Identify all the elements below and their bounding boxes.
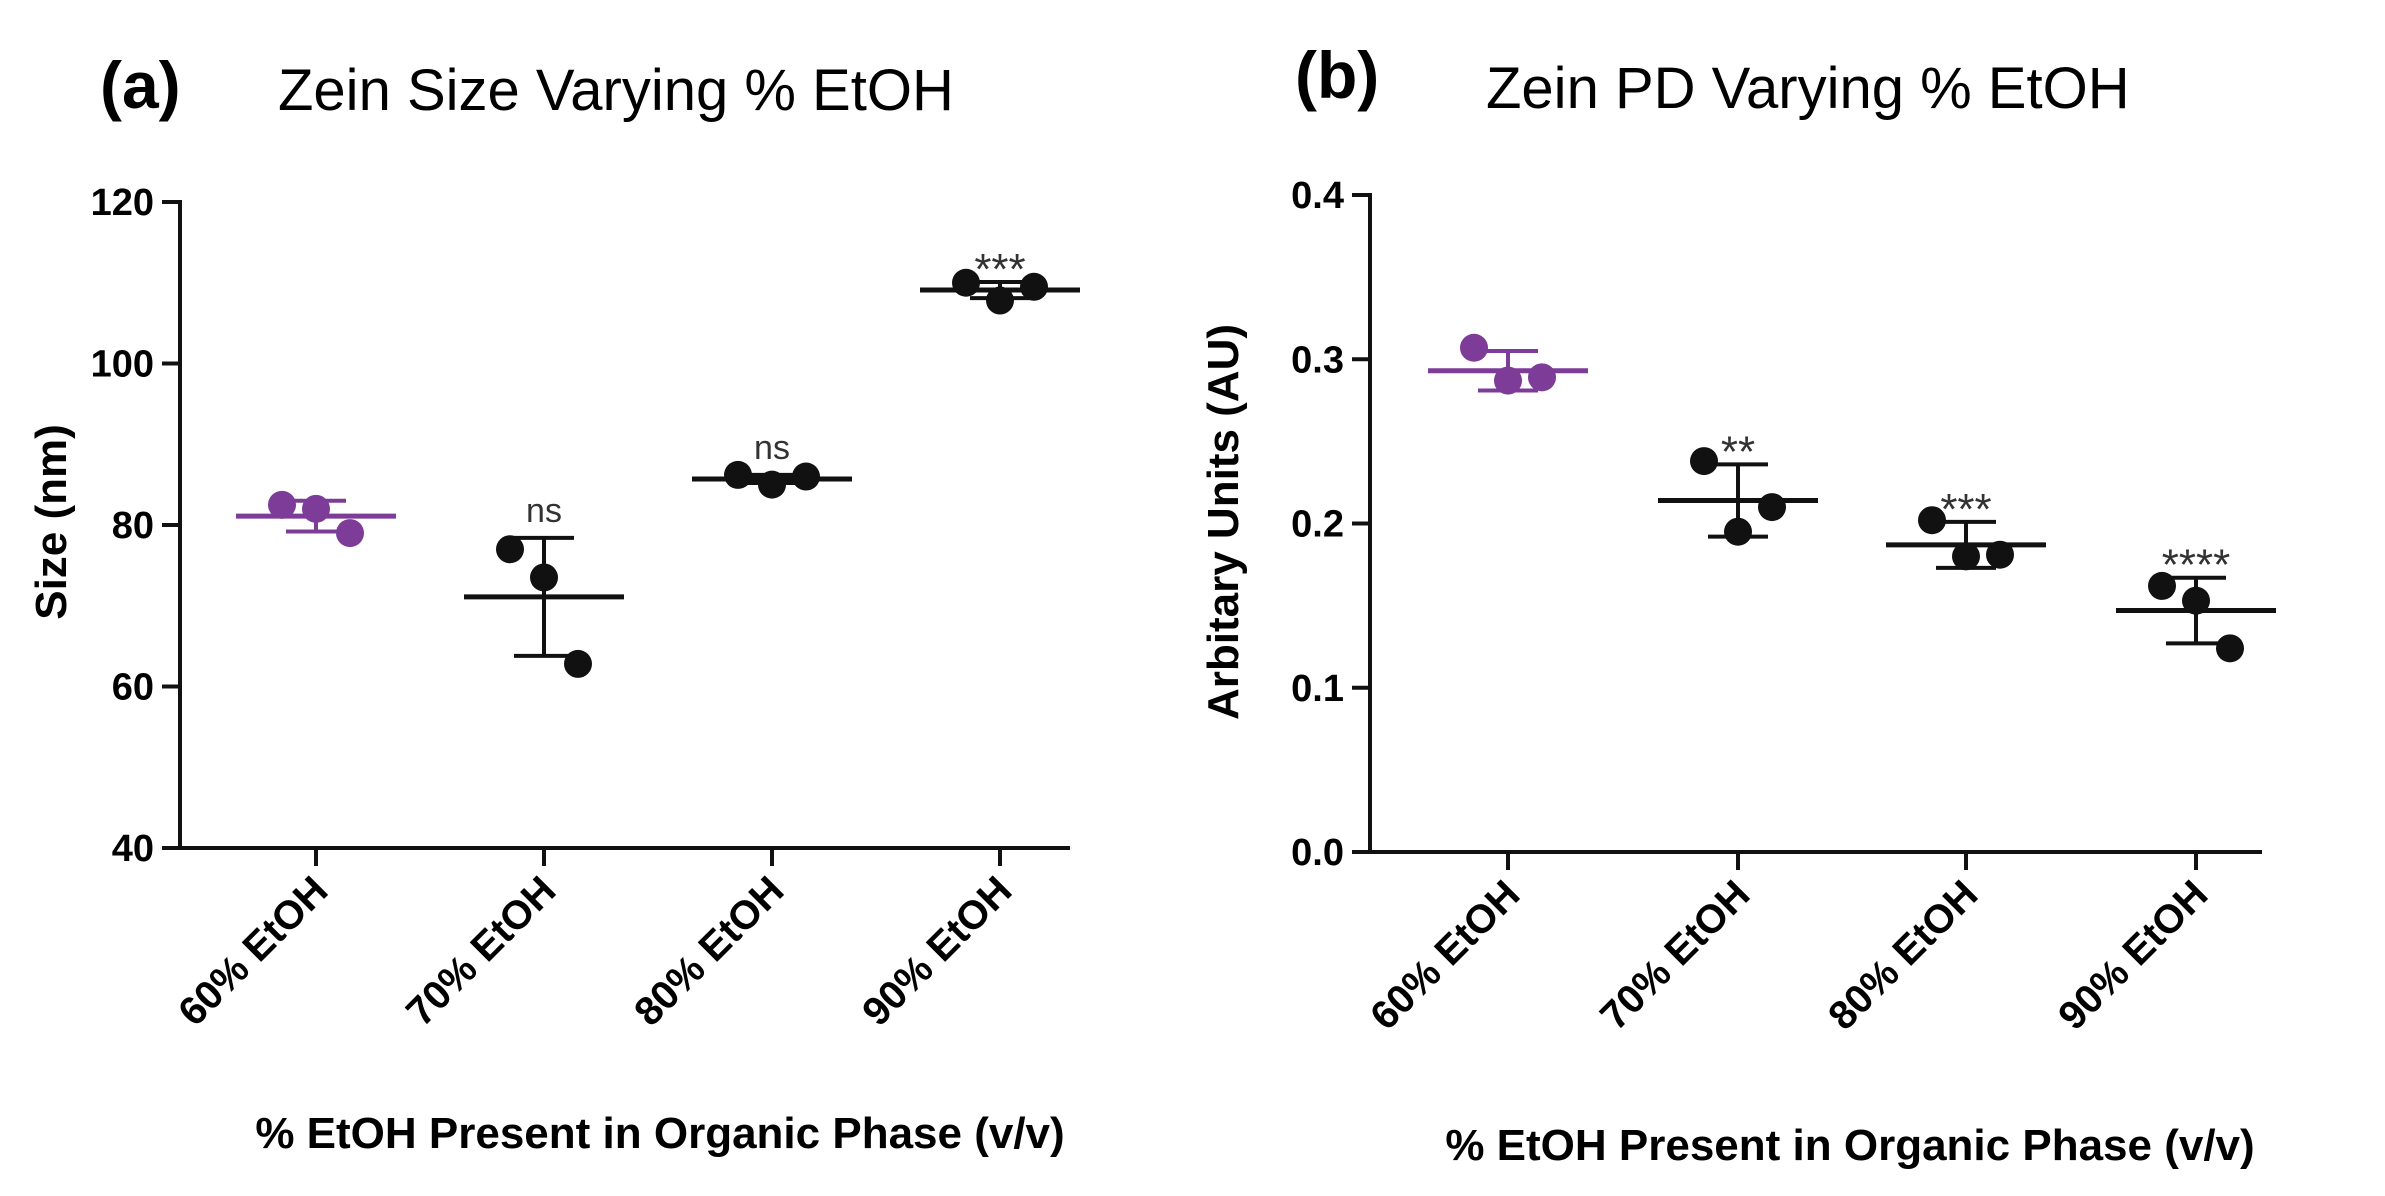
data-point	[1460, 333, 1488, 362]
y-tick-label: 0.2	[1291, 504, 1344, 546]
data-point	[1758, 493, 1786, 522]
x-tick-label: 90% EtOH	[2050, 872, 2216, 1038]
panel-b-ylabel: Arbitary Units (AU)	[1199, 324, 1248, 720]
panel-b-title: Zein PD Varying % EtOH	[1486, 56, 2130, 121]
significance-label: ns	[754, 429, 790, 467]
significance-label: ****	[2162, 541, 2231, 590]
y-tick-label: 120	[91, 182, 154, 224]
data-point	[2216, 634, 2244, 663]
data-point	[952, 268, 980, 297]
panel-a-xlabel: % EtOH Present in Organic Phase (v/v)	[255, 1109, 1064, 1158]
y-tick-label: 0.4	[1291, 175, 1344, 217]
y-tick-label: 40	[112, 828, 154, 870]
plot-area-b: 0.0 0.1 0.2 0.3 0.4 60% EtOH 70% EtOH ** 80% EtO…	[1291, 175, 2276, 1039]
panel-a-label: (a)	[100, 48, 181, 122]
x-tick-label: 70% EtOH	[1592, 872, 1758, 1038]
data-point	[986, 286, 1014, 315]
x-tick-label: 80% EtOH	[1820, 872, 1986, 1038]
panel-a-ylabel: Size (nm)	[27, 424, 76, 620]
panel-b-xlabel: % EtOH Present in Organic Phase (v/v)	[1445, 1121, 2254, 1170]
data-point	[530, 563, 558, 592]
y-tick-label: 60	[112, 667, 154, 709]
significance-label: ***	[1940, 485, 1991, 534]
plot-area-a: 40 60 80 100 120 60% EtOH 70% EtOH ns 80% EtOH ns…	[91, 182, 1080, 1035]
significance-label: **	[1721, 427, 1755, 476]
x-tick-label: 60% EtOH	[1362, 872, 1528, 1038]
data-point	[1690, 447, 1718, 476]
data-point	[1528, 363, 1556, 392]
significance-label: ***	[974, 245, 1025, 294]
data-point	[724, 460, 752, 489]
x-tick-label: 60% EtOH	[170, 868, 336, 1034]
panel-a: (a) Zein Size Varying % EtOH Size (nm) %…	[27, 48, 1065, 1158]
y-tick-label: 100	[91, 344, 154, 386]
y-tick-label: 0.1	[1291, 668, 1344, 710]
data-point	[564, 649, 592, 678]
data-point	[302, 494, 330, 523]
data-point	[1918, 506, 1946, 535]
data-point	[1494, 366, 1522, 395]
data-point	[758, 470, 786, 499]
panel-b: (b) Zein PD Varying % EtOH Arbitary Unit…	[1199, 38, 2255, 1170]
data-point	[1952, 542, 1980, 571]
data-point	[496, 535, 524, 564]
data-point	[268, 490, 296, 519]
significance-label: ns	[526, 492, 562, 530]
x-tick-label: 70% EtOH	[398, 868, 564, 1034]
y-tick-label: 0.3	[1291, 339, 1344, 381]
panel-a-title: Zein Size Varying % EtOH	[278, 58, 954, 123]
x-tick-label: 80% EtOH	[626, 868, 792, 1034]
data-point	[1020, 272, 1048, 301]
data-point	[1724, 517, 1752, 546]
data-point	[2182, 586, 2210, 615]
data-point	[2148, 571, 2176, 600]
y-tick-label: 0.0	[1291, 832, 1344, 874]
data-point	[1986, 540, 2014, 569]
data-point	[336, 519, 364, 548]
x-tick-label: 90% EtOH	[854, 868, 1020, 1034]
y-tick-label: 80	[112, 505, 154, 547]
panel-b-label: (b)	[1295, 38, 1379, 112]
data-point	[792, 462, 820, 491]
